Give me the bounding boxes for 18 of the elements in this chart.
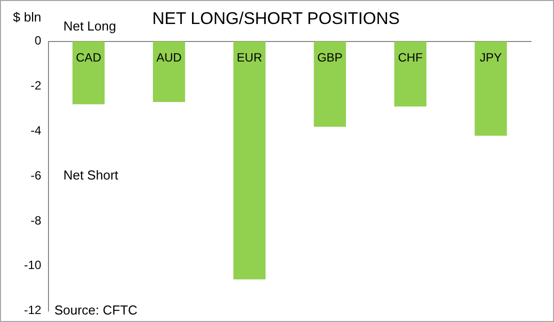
x-tick-label: GBP (317, 50, 343, 65)
x-tick-label: AUD (156, 50, 182, 65)
annotation: Net Short (63, 168, 119, 183)
y-axis-title: $ bln (13, 10, 42, 25)
x-tick-label: EUR (236, 50, 262, 65)
y-tick-label: -2 (30, 78, 42, 93)
x-tick-label: CAD (76, 50, 102, 65)
annotation: Source: CFTC (54, 302, 138, 318)
chart-title: NET LONG/SHORT POSITIONS (152, 8, 400, 28)
y-tick-label: -6 (30, 168, 42, 182)
x-tick-label: JPY (480, 50, 502, 65)
y-tick-label: 0 (34, 34, 42, 48)
x-tick-label: CHF (398, 50, 423, 65)
y-tick-label: -4 (30, 124, 42, 138)
y-tick-label: -10 (24, 258, 42, 272)
text: Net Long (63, 18, 116, 34)
y-tick-label: -12 (24, 303, 42, 318)
y-tick-label: -8 (30, 213, 42, 228)
